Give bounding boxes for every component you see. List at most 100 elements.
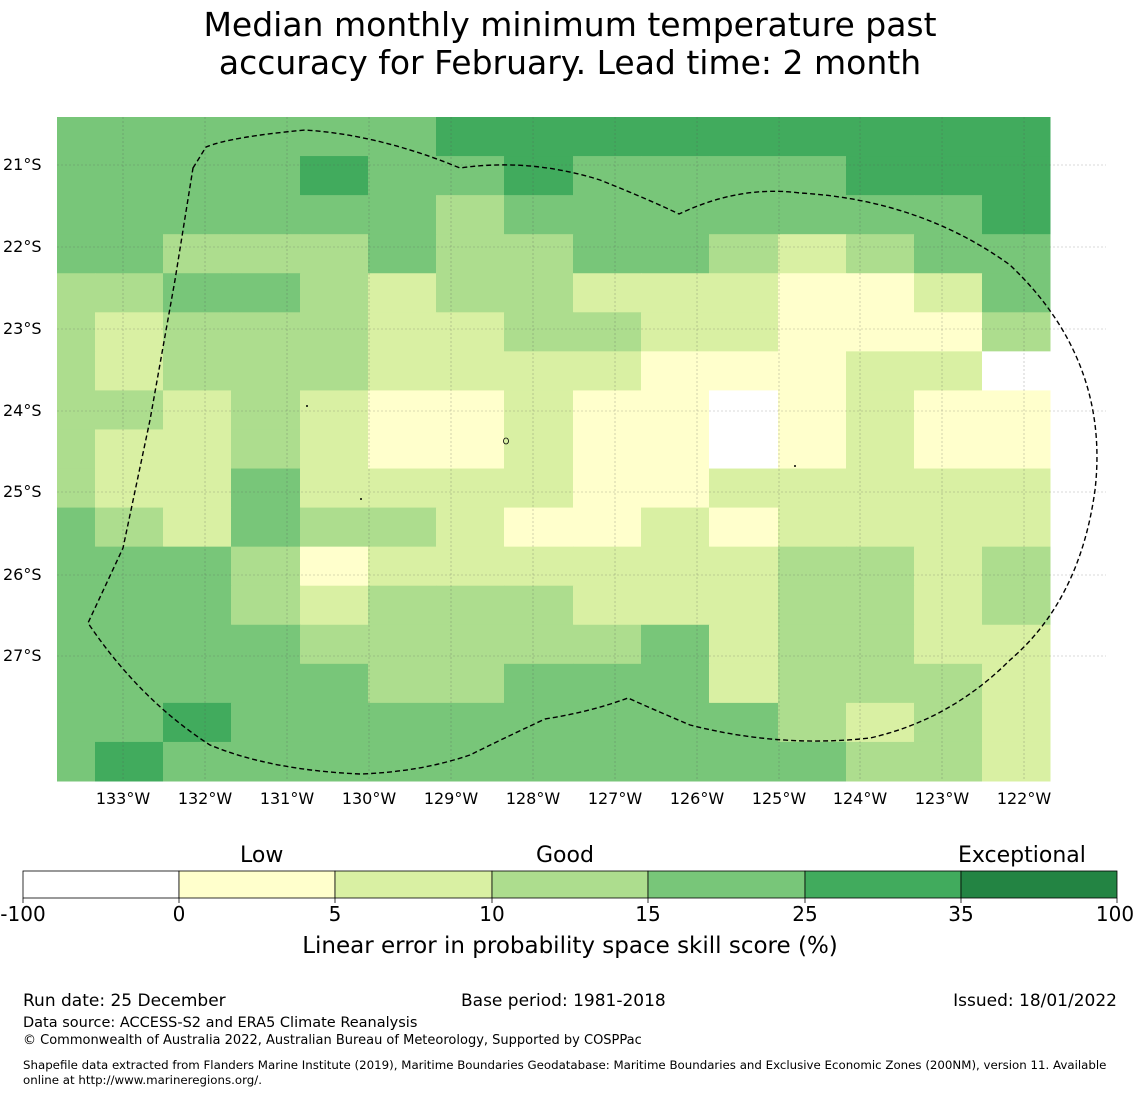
skill-cell [641, 624, 710, 665]
lon-label: 130°W [341, 789, 397, 808]
skill-cell [914, 312, 983, 352]
skill-cell [982, 234, 1051, 274]
skill-cell [641, 468, 710, 509]
skill-cell [709, 312, 779, 352]
skill-cell [231, 117, 301, 157]
skill-cell [846, 390, 915, 430]
skill-cell [504, 117, 574, 157]
skill-cell [641, 234, 710, 274]
skill-cell [436, 624, 505, 665]
skill-cell [300, 507, 369, 548]
skill-cell [573, 234, 642, 274]
skill-cell [436, 507, 505, 548]
skill-cell [231, 429, 301, 470]
skill-cell [300, 741, 369, 782]
skill-cell [914, 468, 983, 509]
skill-cell [982, 351, 1051, 391]
eez-boundary [87, 129, 1098, 775]
skill-cell [641, 156, 710, 196]
skill-cell [778, 312, 847, 352]
skill-cell [982, 390, 1051, 430]
legend-category-good: Good [536, 843, 594, 868]
title-line-1: Median monthly minimum temperature past [203, 5, 937, 44]
skill-cell [163, 741, 232, 782]
skill-cell [95, 117, 164, 157]
skill-cell [231, 234, 301, 274]
skill-cell [95, 468, 164, 509]
skill-cell [641, 546, 710, 587]
skill-cell [95, 312, 164, 352]
skill-cell [914, 195, 983, 235]
skill-cell [573, 273, 642, 313]
skill-cell [573, 429, 642, 470]
skill-cell [709, 117, 779, 157]
skill-cell [57, 390, 96, 430]
skill-cell [57, 702, 96, 743]
skill-cell [778, 429, 847, 470]
skill-cell [368, 390, 437, 430]
skill-cell [436, 390, 505, 430]
colorbar-swatch [647, 870, 806, 899]
skill-cell [982, 195, 1051, 235]
skill-cell [846, 117, 915, 157]
skill-cell [231, 156, 301, 196]
skill-cell [778, 195, 847, 235]
skill-cell [573, 624, 642, 665]
skill-cell [57, 663, 96, 704]
lon-label: 126°W [669, 789, 725, 808]
skill-cell [982, 117, 1051, 157]
skill-cell [300, 273, 369, 313]
colorbar-tick: 35 [948, 902, 974, 926]
skill-cell [57, 351, 96, 391]
skill-cell [57, 195, 96, 235]
skill-cell [57, 273, 96, 313]
skill-cell [163, 273, 232, 313]
skill-cell [95, 273, 164, 313]
skill-cell [778, 702, 847, 743]
colorbar-tick: 0 [172, 902, 186, 926]
skill-cell [504, 741, 574, 782]
skill-cell [436, 312, 505, 352]
skill-cell [982, 507, 1051, 548]
skill-cell [231, 702, 301, 743]
skill-cell [778, 156, 847, 196]
skill-cell [368, 702, 437, 743]
skill-cell [231, 507, 301, 548]
lon-label: 127°W [587, 789, 643, 808]
skill-cell [846, 507, 915, 548]
skill-cell [778, 546, 847, 587]
skill-cell [504, 429, 574, 470]
skill-cell [436, 156, 505, 196]
skill-cell [778, 741, 847, 782]
skill-cell [57, 234, 96, 274]
skill-cell [368, 234, 437, 274]
colorbar-swatch [178, 870, 336, 899]
skill-cell [504, 468, 574, 509]
skill-cell [95, 390, 164, 430]
skill-cell [504, 195, 574, 235]
skill-cell [300, 390, 369, 430]
skill-cell [368, 429, 437, 470]
skill-cell [982, 546, 1051, 587]
skill-cell [57, 429, 96, 470]
skill-cell [914, 117, 983, 157]
skill-cell [436, 429, 505, 470]
skill-cell [231, 390, 301, 430]
skill-cell [163, 468, 232, 509]
skill-cell [95, 429, 164, 470]
skill-cell [368, 507, 437, 548]
skill-cell [778, 663, 847, 704]
lon-label: 133°W [95, 789, 151, 808]
skill-cell [57, 312, 96, 352]
skill-cell [57, 117, 96, 157]
skill-cell [300, 234, 369, 274]
lon-label: 132°W [177, 789, 233, 808]
lat-label: 22°S [3, 237, 42, 256]
skill-cell [709, 273, 779, 313]
skill-cell [914, 702, 983, 743]
skill-cell [368, 195, 437, 235]
lat-label: 25°S [3, 482, 42, 501]
skill-cell [300, 585, 369, 626]
skill-cell [709, 624, 779, 665]
skill-cell [504, 663, 574, 704]
